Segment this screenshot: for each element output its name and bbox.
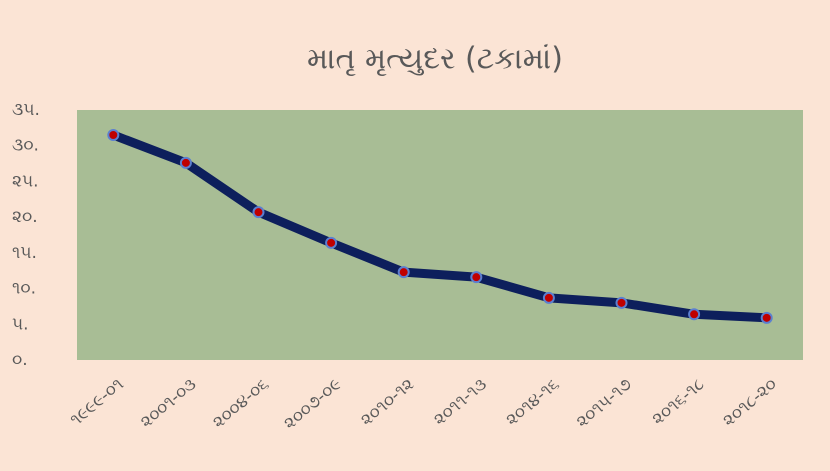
marker (688, 308, 701, 321)
marker (107, 129, 120, 141)
marker (252, 206, 265, 219)
y-tick-label: ૨૫. (12, 171, 39, 191)
marker (179, 156, 192, 169)
plot-area (77, 110, 803, 360)
marker (615, 296, 628, 309)
y-tick-label: ૫. (12, 314, 29, 334)
marker (760, 311, 773, 324)
marker (542, 291, 555, 304)
y-tick-label: ૧૦. (12, 279, 36, 299)
chart-title: માતૃ મૃત્યુદર (ટકામાં) (307, 42, 563, 77)
series-line (111, 130, 767, 323)
marker (325, 236, 338, 249)
y-tick-label: ૦. (12, 350, 28, 370)
y-tick-label: ૩૦. (12, 136, 39, 156)
marker (470, 271, 483, 284)
y-tick-label: ૩૫. (12, 100, 40, 120)
y-tick-label: ૧૫. (12, 243, 37, 263)
marker (397, 266, 410, 279)
y-tick-label: ૨૦. (12, 207, 38, 227)
